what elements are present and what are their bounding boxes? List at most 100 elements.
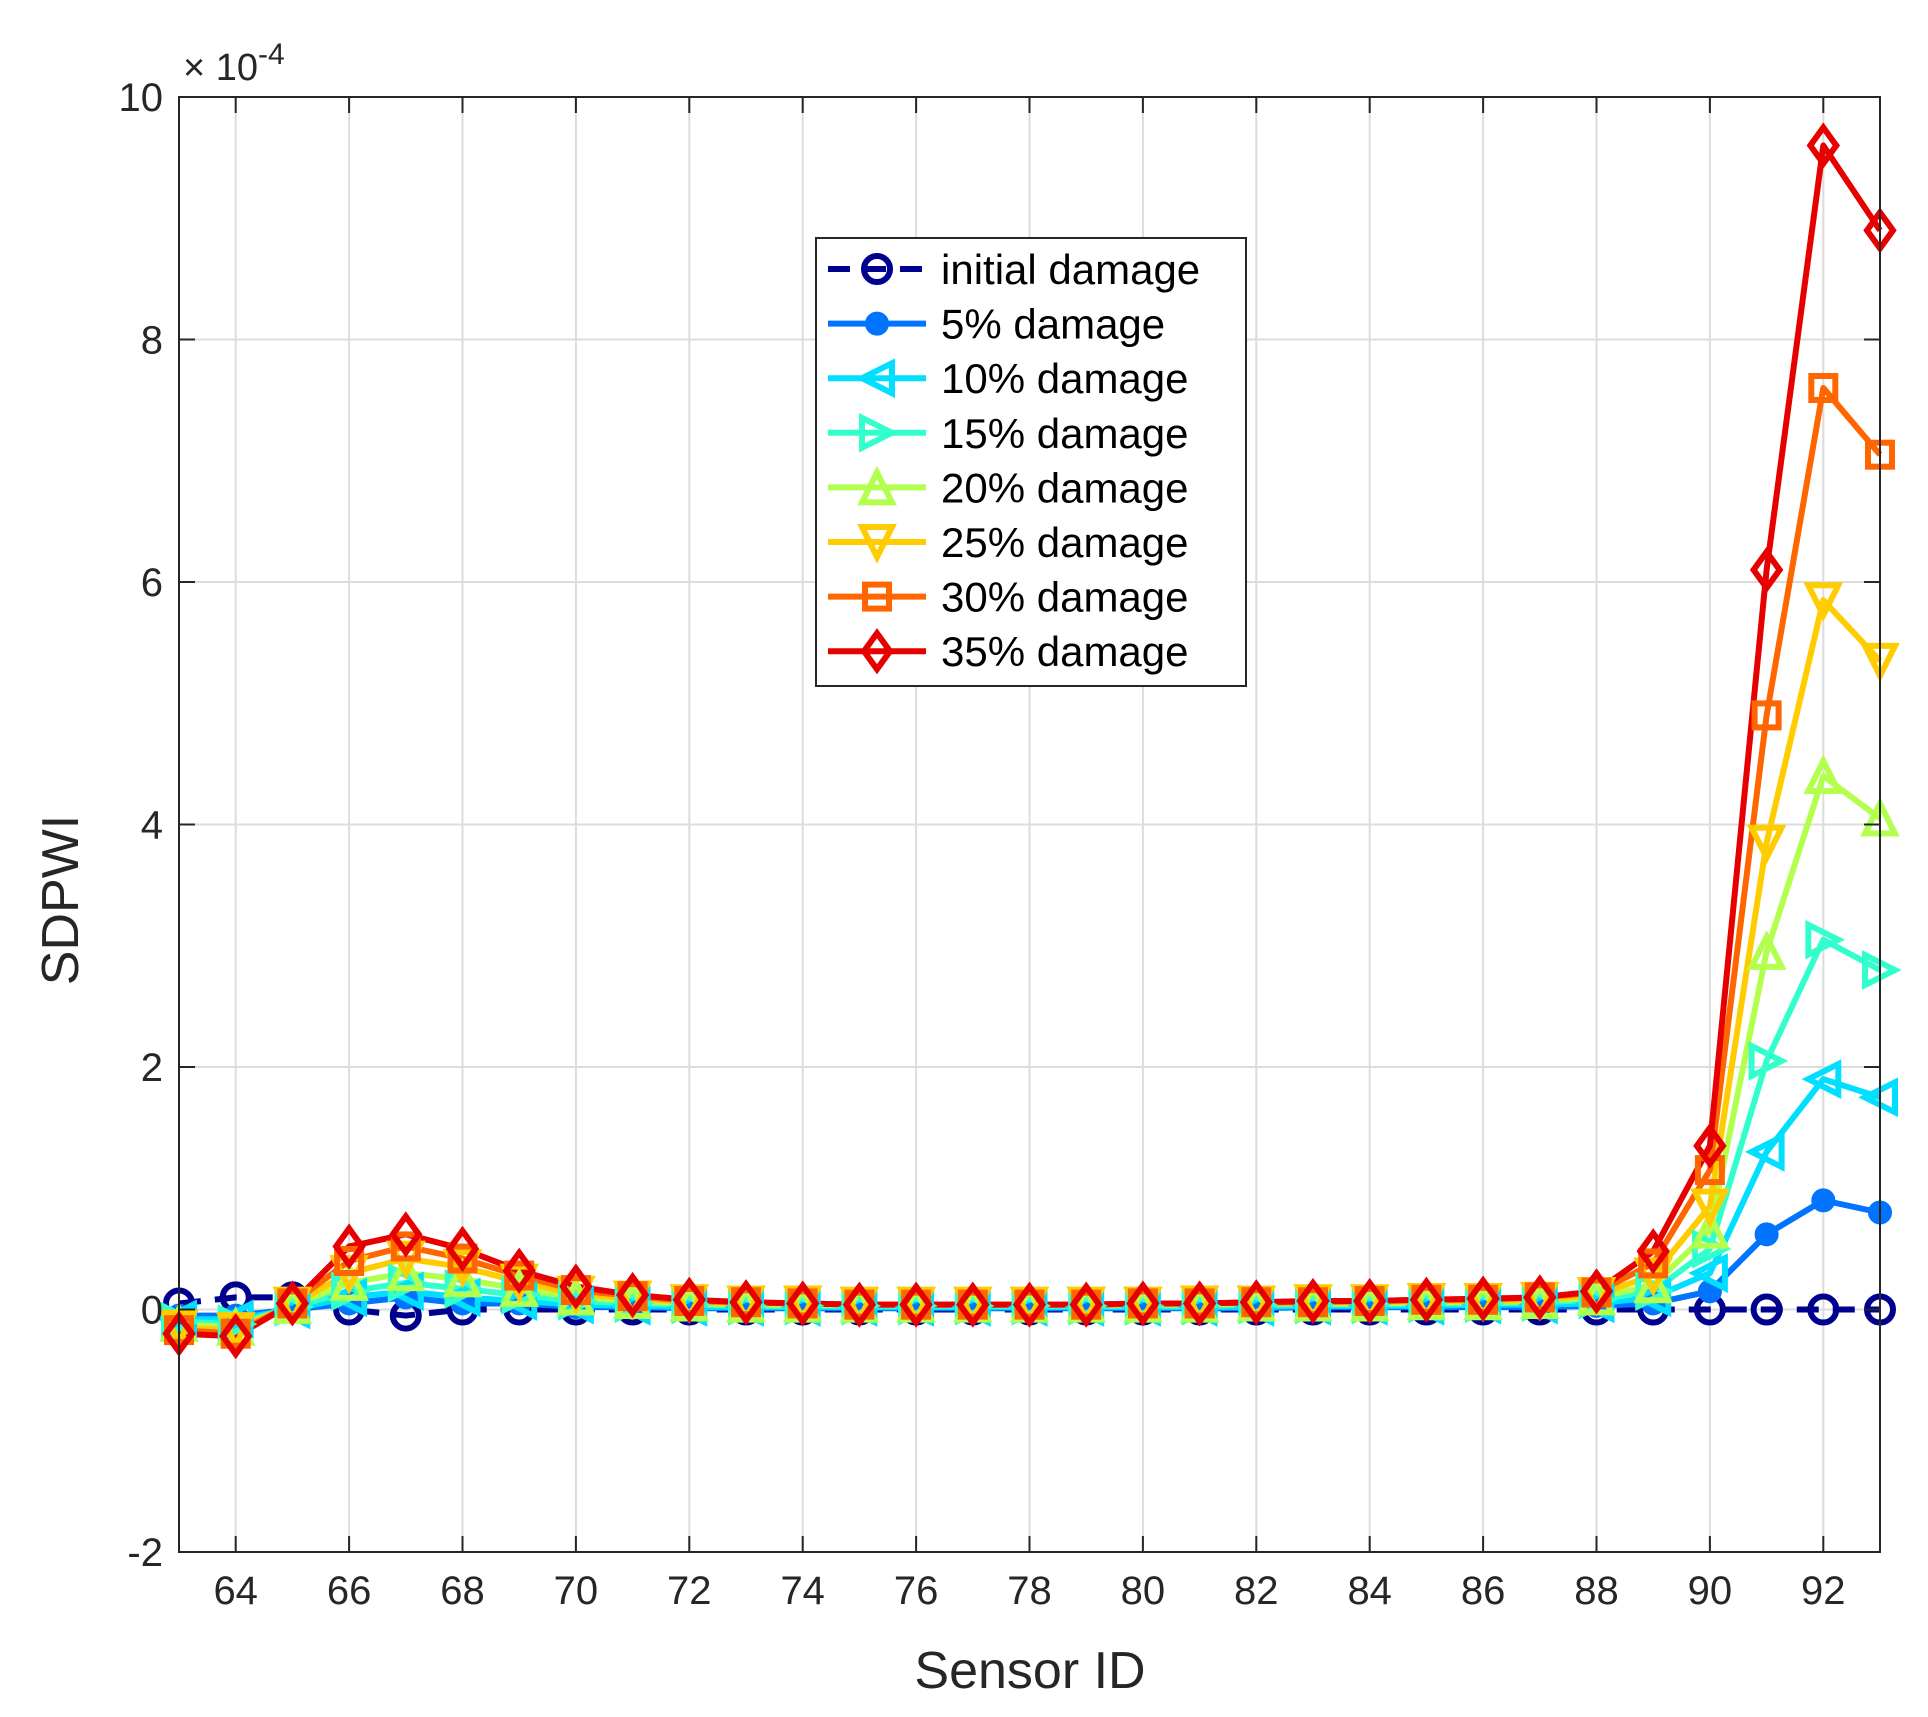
data-point-10-damage bbox=[440, 1277, 481, 1318]
data-point-30-damage bbox=[1751, 700, 1782, 731]
data-point-35-damage bbox=[956, 1281, 990, 1328]
legend-marker-30-damage bbox=[862, 581, 892, 612]
legend-marker-5-damage bbox=[865, 311, 889, 336]
data-point-30-damage bbox=[1638, 1248, 1669, 1279]
x-tick-label: 68 bbox=[440, 1569, 485, 1613]
x-tick-label: 84 bbox=[1347, 1569, 1392, 1613]
data-point-25-damage bbox=[1803, 582, 1844, 622]
legend-marker-10-damage bbox=[855, 358, 895, 399]
x-tick-label: 90 bbox=[1688, 1569, 1733, 1613]
x-tick-label: 82 bbox=[1234, 1569, 1279, 1613]
data-point-25-damage bbox=[442, 1249, 483, 1289]
data-point-35-damage bbox=[218, 1313, 253, 1360]
x-tick-label: 66 bbox=[327, 1569, 372, 1613]
data-point-35-damage bbox=[1296, 1277, 1330, 1325]
data-point-30-damage bbox=[390, 1231, 421, 1262]
data-point-35-damage bbox=[1749, 546, 1784, 593]
data-point-10-damage bbox=[1744, 1132, 1785, 1172]
data-point-35-damage bbox=[1523, 1274, 1557, 1321]
data-point-35-damage bbox=[332, 1223, 366, 1270]
data-point-35-damage bbox=[1466, 1275, 1500, 1322]
legend-label-15-damage: 15% damage bbox=[941, 410, 1189, 457]
data-point-20-damage bbox=[1746, 930, 1787, 970]
legend-label-20-damage: 20% damage bbox=[941, 464, 1189, 511]
y-axis-ticks: -2 0 2 4 6 8 10 bbox=[119, 76, 1880, 1575]
data-point-35-damage bbox=[1239, 1279, 1274, 1326]
x-tick-label: 86 bbox=[1461, 1569, 1506, 1613]
data-point-25-damage bbox=[1690, 1188, 1730, 1229]
x-tick-label: 88 bbox=[1574, 1569, 1619, 1613]
y-tick-label: 10 bbox=[119, 76, 164, 120]
legend-marker-15-damage bbox=[859, 412, 899, 453]
legend-label-35-damage: 35% damage bbox=[941, 628, 1189, 675]
data-point-35-damage bbox=[1182, 1280, 1217, 1327]
legend-label-30-damage: 30% damage bbox=[941, 574, 1189, 621]
data-point-35-damage bbox=[899, 1281, 933, 1328]
data-point-initial-damage bbox=[1750, 1293, 1783, 1326]
data-point-35-damage bbox=[275, 1280, 310, 1327]
x-tick-label: 64 bbox=[213, 1569, 258, 1613]
data-point-20-damage bbox=[1690, 1208, 1730, 1249]
legend-label-initial-damage: initial damage bbox=[941, 246, 1200, 293]
y-axis-title: SDPWI bbox=[32, 815, 90, 985]
y-tick-label: -2 bbox=[127, 1531, 163, 1575]
y-tick-label: 8 bbox=[141, 319, 163, 363]
legend-label-10-damage: 10% damage bbox=[941, 355, 1189, 402]
data-point-35-damage bbox=[672, 1276, 707, 1323]
y-tick-label: 0 bbox=[141, 1289, 163, 1333]
x-tick-label: 70 bbox=[554, 1569, 599, 1613]
data-point-35-damage bbox=[1069, 1281, 1103, 1328]
x-axis-ticks: 64 66 68 70 72 74 76 78 80 82 84 86 88 90 92 bbox=[213, 97, 1846, 1613]
x-tick-label: 80 bbox=[1121, 1569, 1166, 1613]
data-point-30-damage bbox=[334, 1246, 365, 1276]
data-point-35-damage bbox=[502, 1247, 536, 1294]
data-point-35-damage bbox=[1012, 1281, 1047, 1328]
x-axis-title: Sensor ID bbox=[914, 1642, 1145, 1700]
legend-label-25-damage: 25% damage bbox=[941, 519, 1189, 566]
data-point-20-damage bbox=[1803, 754, 1844, 794]
x-tick-label: 74 bbox=[780, 1569, 825, 1613]
data-point-35-damage bbox=[559, 1263, 593, 1310]
data-point-10-damage bbox=[1688, 1253, 1728, 1293]
legend-label-5-damage: 5% damage bbox=[941, 301, 1165, 348]
legend-marker-35-damage bbox=[860, 628, 894, 675]
data-point-35-damage bbox=[389, 1211, 423, 1258]
data-point-15-damage bbox=[1805, 919, 1846, 960]
data-point-35-damage bbox=[729, 1279, 763, 1326]
data-point-initial-damage bbox=[1807, 1293, 1840, 1326]
x-tick-label: 76 bbox=[894, 1569, 939, 1613]
data-point-35-damage bbox=[1579, 1268, 1614, 1315]
legend: initial damage 5% damage 10% damage 15% dam… bbox=[815, 237, 1247, 687]
legend-marker-20-damage bbox=[857, 465, 897, 506]
data-point-20-damage bbox=[1633, 1263, 1674, 1304]
data-point-35-damage bbox=[1693, 1122, 1727, 1169]
data-point-35-damage bbox=[1409, 1276, 1444, 1323]
data-point-30-damage bbox=[1694, 1155, 1725, 1186]
y-tick-label: 2 bbox=[141, 1046, 163, 1090]
data-point-10-damage bbox=[1801, 1059, 1842, 1099]
data-point-35-damage bbox=[1636, 1228, 1670, 1275]
data-point-5-damage bbox=[1754, 1222, 1779, 1247]
y-axis-exponent: × 10-4 bbox=[183, 38, 285, 89]
data-point-30-damage bbox=[1808, 373, 1839, 403]
series-markers-35-damage bbox=[162, 122, 1897, 1360]
data-point-35-damage bbox=[785, 1280, 820, 1327]
x-tick-label: 78 bbox=[1007, 1569, 1052, 1613]
data-point-35-damage bbox=[615, 1271, 650, 1319]
data-point-20-damage bbox=[442, 1257, 483, 1298]
data-point-35-damage bbox=[1806, 122, 1841, 169]
data-point-15-damage bbox=[1691, 1229, 1732, 1269]
y-tick-label: 6 bbox=[141, 561, 163, 605]
x-tick-label: 92 bbox=[1801, 1569, 1846, 1613]
data-point-35-damage bbox=[445, 1225, 480, 1272]
y-tick-label: 4 bbox=[141, 804, 163, 848]
data-point-35-damage bbox=[1352, 1277, 1387, 1325]
data-point-25-damage bbox=[1746, 824, 1787, 865]
data-point-35-damage bbox=[842, 1281, 877, 1328]
data-point-5-damage bbox=[1811, 1188, 1836, 1213]
data-point-10-damage bbox=[384, 1271, 424, 1312]
data-point-20-damage bbox=[329, 1261, 369, 1301]
legend-marker-25-damage bbox=[857, 524, 897, 564]
data-point-20-damage bbox=[385, 1251, 426, 1292]
x-tick-label: 72 bbox=[667, 1569, 712, 1613]
